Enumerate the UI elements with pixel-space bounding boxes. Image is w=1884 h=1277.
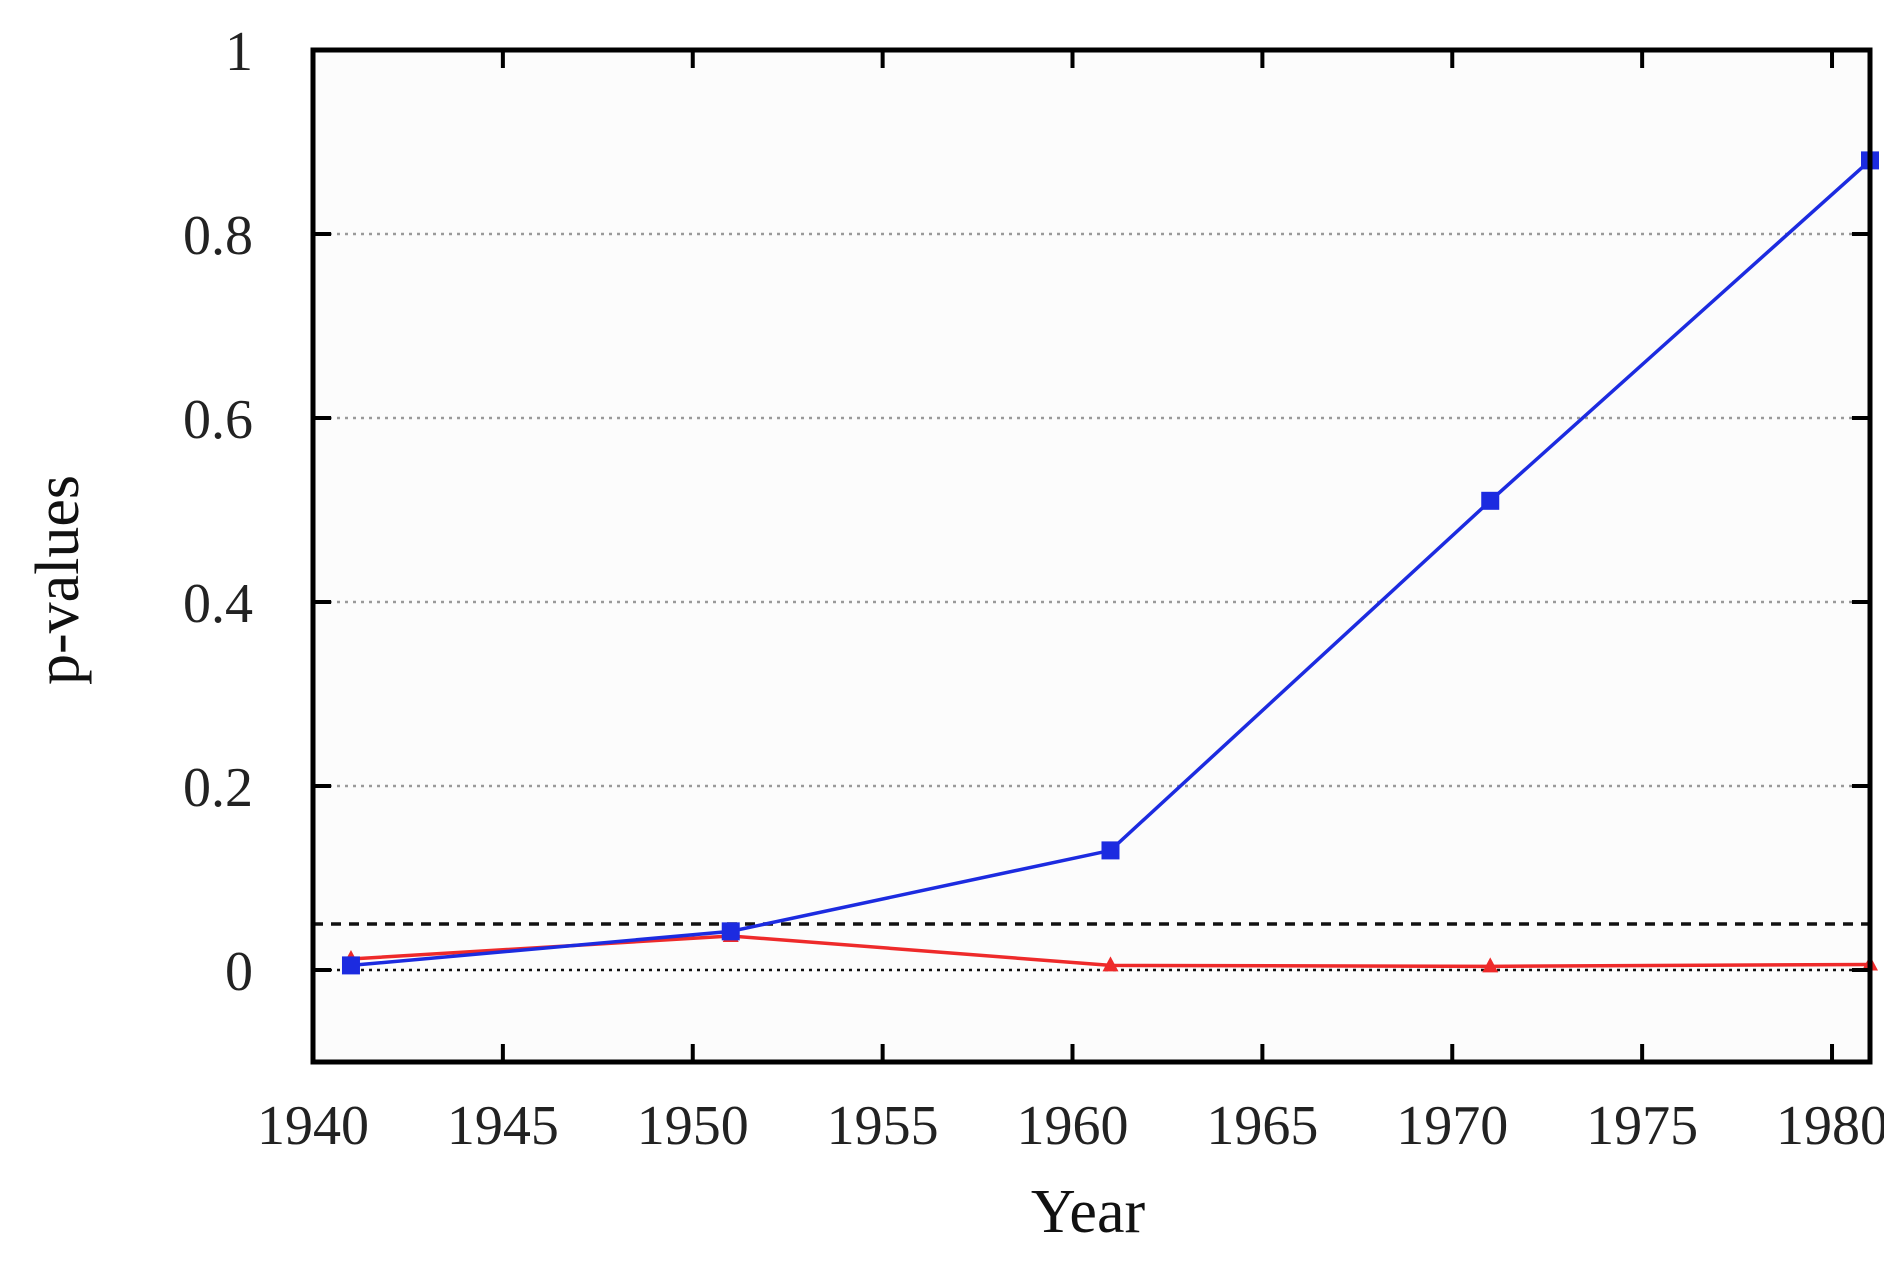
- y-tick-label: 0.2: [183, 757, 253, 819]
- y-axis-title: p-values: [24, 475, 92, 685]
- x-tick-label: 1940: [257, 1095, 369, 1157]
- data-point-square: [1101, 841, 1120, 860]
- x-tick-label: 1980: [1776, 1095, 1884, 1157]
- y-tick-label: 0.6: [183, 389, 253, 451]
- data-point-triangle: [1102, 956, 1119, 972]
- x-tick-label: 1965: [1206, 1095, 1318, 1157]
- data-point-square: [341, 956, 360, 975]
- x-tick-label: 1955: [827, 1095, 939, 1157]
- x-tick-label: 1960: [1017, 1095, 1129, 1157]
- y-tick-label: 0.8: [183, 205, 253, 267]
- y-tick-label: 1: [225, 21, 253, 83]
- y-tick-label: 0: [225, 941, 253, 1003]
- data-point-triangle: [1482, 957, 1499, 973]
- data-point-square: [1481, 491, 1500, 510]
- y-tick-label: 0.4: [183, 573, 253, 635]
- reference-lines: [313, 922, 1870, 972]
- plot-background: [313, 50, 1870, 1062]
- x-tick-label: 1975: [1586, 1095, 1698, 1157]
- x-tick-label: 1945: [447, 1095, 559, 1157]
- y-axis-ticks: 0 0.2 0.4 0.6 0.8 1: [183, 21, 1870, 1003]
- x-axis-title: Year: [1031, 1178, 1146, 1246]
- x-tick-label: 1970: [1396, 1095, 1508, 1157]
- x-axis-ticks: 1940 1945 1950 1955 1960 1965 1970 1975 1980: [257, 50, 1884, 1157]
- data-point-square: [721, 922, 740, 941]
- plot-frame: [310, 47, 1873, 1065]
- series-group: [341, 151, 1879, 975]
- x-tick-label: 1950: [637, 1095, 749, 1157]
